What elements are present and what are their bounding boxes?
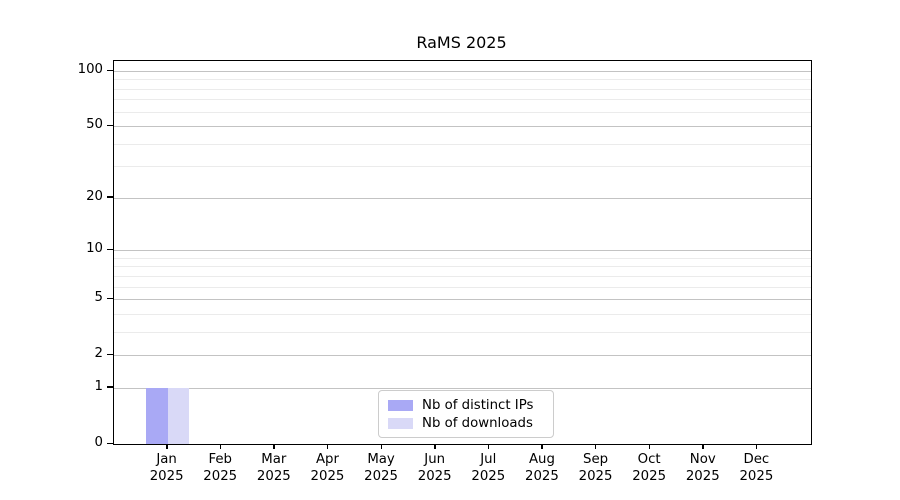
x-tick-mark [219,444,222,449]
x-tick-label: Jul 2025 [471,452,506,484]
x-tick-mark [595,444,597,449]
x-tick-mark [541,444,543,449]
legend-item-downloads: Nb of downloads [388,414,544,432]
y-tick-label: 50 [86,117,103,133]
x-tick-mark [755,444,758,449]
x-tick-label: Nov 2025 [685,452,720,484]
gridline-major [114,299,811,301]
gridline-minor [114,331,811,333]
legend-item-distinct-ips: Nb of distinct IPs [388,396,544,414]
gridline-minor [114,166,811,168]
x-tick-label: May 2025 [364,452,398,484]
x-tick-label: Sep 2025 [578,452,613,484]
plot-area [113,60,812,445]
gridline-minor [114,286,811,288]
x-tick-label: Jan 2025 [149,452,184,484]
gridline-minor [114,79,811,81]
y-tick-label: 10 [86,241,103,257]
legend: Nb of distinct IPs Nb of downloads [378,390,554,438]
gridline-minor [114,99,811,101]
x-tick-label: Mar 2025 [256,452,291,484]
gridline-minor [114,266,811,268]
x-tick-mark [166,444,168,449]
y-tick-label: 100 [77,62,103,77]
gridline-minor [114,88,811,90]
gridline-minor [114,143,811,145]
x-tick-label: Apr 2025 [310,452,345,484]
y-tick-mark [107,196,113,198]
gridline-major [114,250,811,252]
y-tick-mark [107,248,113,251]
y-tick-label: 5 [94,290,103,306]
gridline-major [114,387,811,389]
x-tick-mark [326,444,329,449]
legend-swatch-distinct-ips [388,399,413,411]
x-tick-mark [380,444,382,449]
y-tick-label: 0 [94,435,103,450]
gridline-minor [114,257,811,259]
y-tick-mark [107,353,113,356]
gridline-major [114,71,811,72]
y-tick-mark [107,386,113,388]
gridline-major [114,197,811,199]
chart-title: RaMS 2025 [416,33,507,52]
gridline-major [114,355,811,357]
x-tick-mark [273,444,275,449]
bar-distinct-ips [146,387,168,444]
legend-label-downloads: Nb of downloads [422,415,533,431]
y-tick-mark [107,442,113,444]
legend-label-distinct-ips: Nb of distinct IPs [422,397,534,413]
gridline-major [114,126,811,128]
y-tick-mark [107,124,113,127]
bar-downloads [167,387,190,444]
x-tick-mark [648,444,651,449]
x-tick-label: Dec 2025 [739,452,774,484]
y-tick-mark [107,297,113,300]
x-tick-label: Oct 2025 [632,452,667,484]
x-tick-mark [487,444,490,449]
gridline-minor [114,275,811,277]
gridline-minor [114,111,811,113]
y-tick-label: 2 [94,346,103,362]
x-tick-label: Jun 2025 [417,452,452,484]
legend-swatch-downloads [388,417,413,429]
y-tick-label: 1 [94,378,103,394]
y-tick-label: 20 [86,188,103,204]
x-tick-label: Aug 2025 [525,452,559,484]
x-tick-label: Feb 2025 [203,452,238,484]
gridline-minor [114,313,811,315]
x-tick-mark [434,444,436,449]
x-tick-mark [702,444,704,449]
y-tick-mark [107,69,113,71]
